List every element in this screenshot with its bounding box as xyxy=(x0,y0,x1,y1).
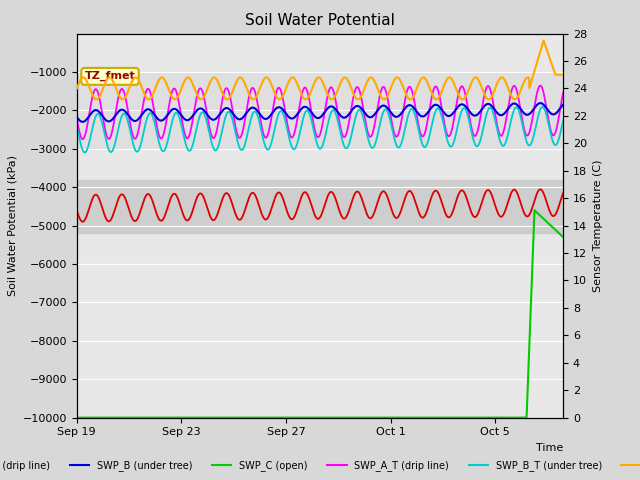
Bar xyxy=(77,180,563,233)
Y-axis label: Sensor Temperature (C): Sensor Temperature (C) xyxy=(593,159,603,292)
Title: Soil Water Potential: Soil Water Potential xyxy=(245,13,395,28)
Bar xyxy=(77,72,563,149)
X-axis label: Time: Time xyxy=(536,443,563,453)
Y-axis label: Soil Water Potential (kPa): Soil Water Potential (kPa) xyxy=(7,155,17,296)
Text: TZ_fmet: TZ_fmet xyxy=(84,71,136,82)
Legend: SWP_A (drip line), SWP_B (under tree), SWP_C (open), SWP_A_T (drip line), SWP_B_: SWP_A (drip line), SWP_B (under tree), S… xyxy=(0,456,640,475)
